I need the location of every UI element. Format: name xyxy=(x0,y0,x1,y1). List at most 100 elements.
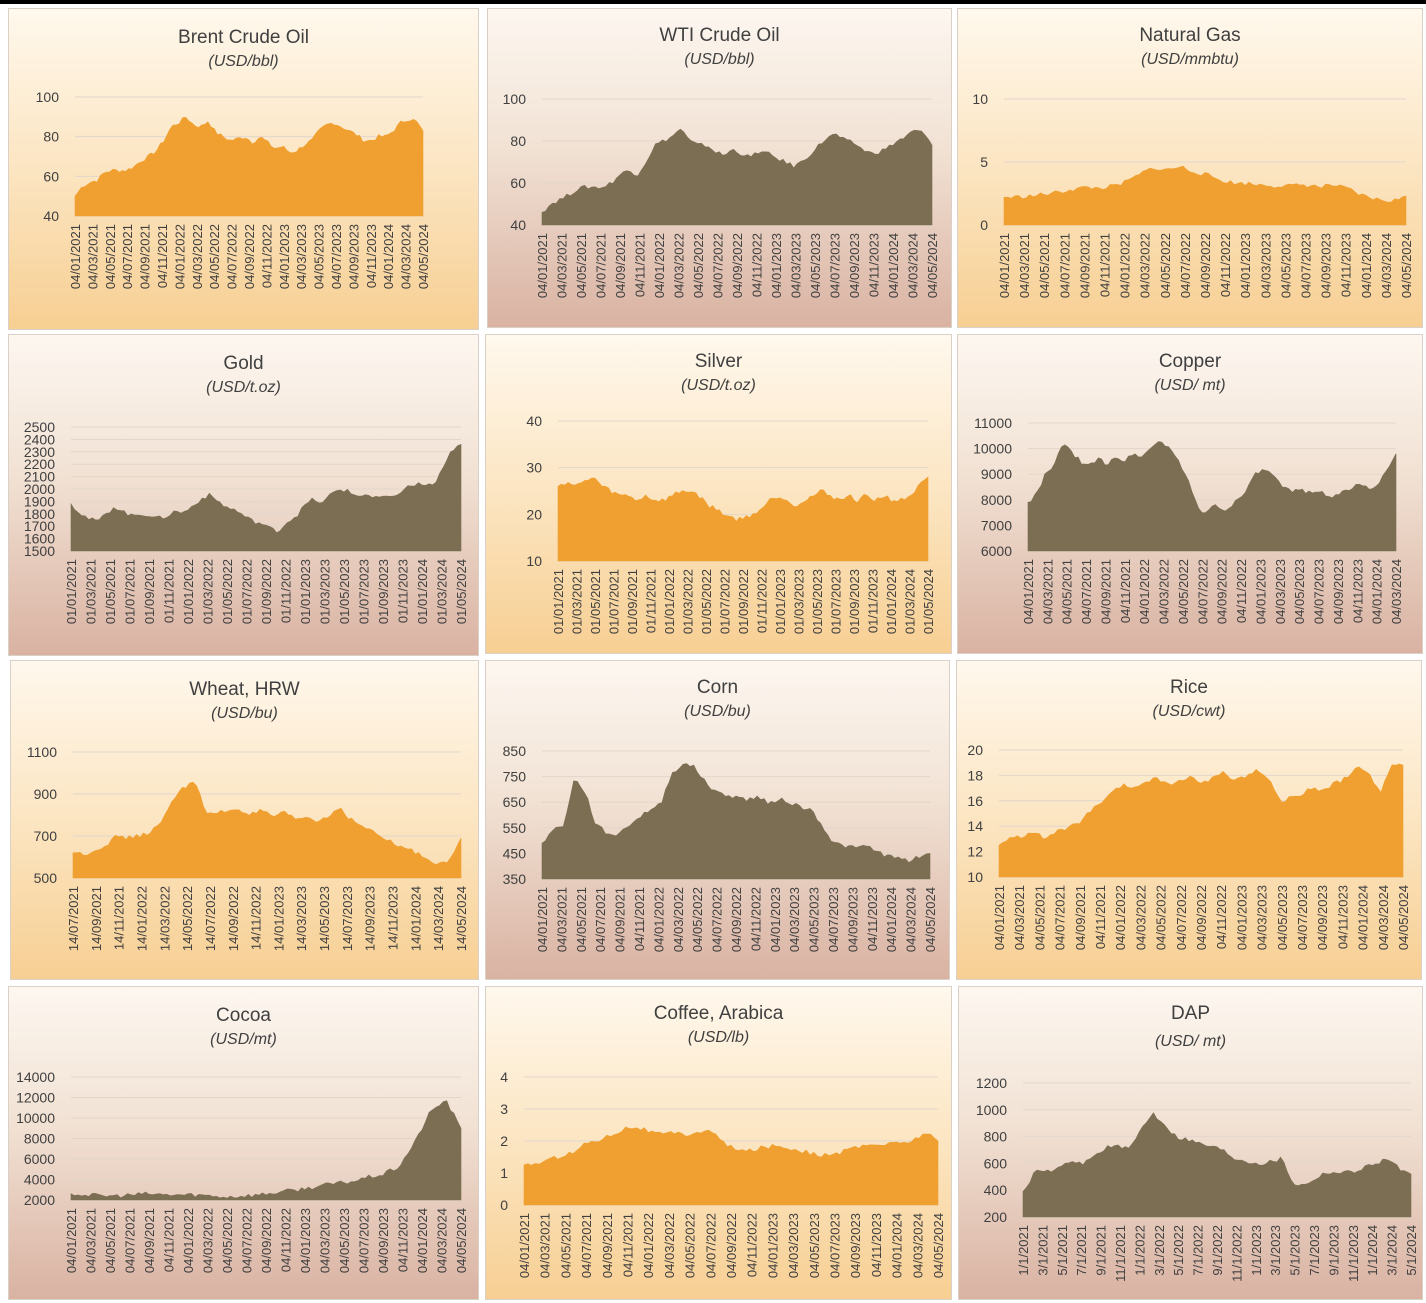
x-tick-label: 04/09/2021 xyxy=(1073,885,1088,950)
x-tick-label: 04/05/2021 xyxy=(1037,233,1052,298)
x-tick-label: 01/09/2023 xyxy=(847,569,862,634)
chart-title: Corn xyxy=(696,677,739,698)
chart-title: DAP xyxy=(1170,1003,1211,1024)
x-tick-label: 04/07/2022 xyxy=(711,233,726,298)
x-tick-label: 04/07/2022 xyxy=(710,887,725,952)
x-tick-label: 04/11/2022 xyxy=(1218,233,1233,297)
chart-title: Natural Gas xyxy=(1139,25,1241,46)
x-tick-label: 01/07/2021 xyxy=(123,559,138,624)
chart-svg-wti-crude-oil: 40 60 80 100 04/01/2021 04/03/2021 04/05/2021 0… xyxy=(503,91,940,298)
x-tick-label: 04/09/2022 xyxy=(729,887,744,952)
y-tick-label: 6000 xyxy=(981,543,1012,559)
x-tick-label: 04/03/2023 xyxy=(1258,233,1273,298)
x-tick-label: 04/05/2021 xyxy=(103,224,118,289)
x-tick-label: 01/11/2021 xyxy=(644,569,659,633)
y-tick-label: 2400 xyxy=(24,431,55,447)
x-tick-label: 04/05/2021 xyxy=(558,1213,573,1278)
y-tick-label: 850 xyxy=(503,743,527,759)
y-tick-label: 100 xyxy=(36,89,60,105)
x-tick-label: 04/11/2022 xyxy=(745,1213,760,1277)
x-tick-label: 04/05/2022 xyxy=(690,887,705,952)
x-tick-label: 01/01/2023 xyxy=(298,559,313,624)
x-tick-label: 01/01/2022 xyxy=(181,559,196,624)
x-tick-label: 04/11/2021 xyxy=(162,1208,177,1272)
x-tick-label: 04/09/2022 xyxy=(730,233,745,298)
chart-panel-silver: Silver (USD/t.oz) 10 20 30 40 01/01/2021 01/03/… xyxy=(485,334,952,654)
x-tick-label: 04/09/2022 xyxy=(259,1208,274,1273)
x-tick-label: 04/05/2023 xyxy=(808,233,823,298)
x-tick-label: 04/03/2021 xyxy=(1012,885,1027,950)
x-tick-label: 04/11/2021 xyxy=(1098,233,1113,297)
y-tick-label: 10000 xyxy=(16,1110,55,1126)
area-series-dap xyxy=(1022,1112,1412,1218)
x-tick-label: 14/11/2023 xyxy=(386,886,401,950)
chart-panel-corn: Corn (USD/bu) 350 450 550 650 750 850 04/01/2021… xyxy=(485,660,950,980)
x-tick-label: 01/09/2021 xyxy=(625,569,640,634)
x-tick-label: 04/09/2023 xyxy=(346,224,361,289)
y-tick-label: 1200 xyxy=(976,1075,1007,1091)
x-tick-label: 01/11/2023 xyxy=(866,569,881,633)
x-tick-label: 04/03/2024 xyxy=(904,887,919,952)
chart-svg-coffee-arabica: 0 1 2 3 4 04/01/2021 04/03/2021 04/05/2021 04/07… xyxy=(500,1069,946,1278)
x-tick-label: 04/09/2023 xyxy=(847,233,862,298)
x-tick-label: 04/11/2021 xyxy=(633,233,648,297)
chart-unit: (USD/cwt) xyxy=(1152,703,1226,720)
y-tick-label: 80 xyxy=(43,129,59,145)
area-series-cocoa xyxy=(70,1100,462,1201)
chart-panel-gold: Gold (USD/t.oz) 1500 1600 1700 1800 1900 2000 21… xyxy=(8,334,479,656)
x-tick-label: 04/03/2023 xyxy=(1273,559,1288,624)
x-tick-label: 01/01/2021 xyxy=(64,559,79,624)
x-tick-label: 14/01/2024 xyxy=(408,886,423,951)
y-tick-label: 0 xyxy=(980,217,988,233)
x-tick-label: 04/03/2023 xyxy=(786,1213,801,1278)
x-tick-label: 04/03/2021 xyxy=(1017,233,1032,298)
y-tick-label: 40 xyxy=(526,413,542,429)
y-tick-label: 14 xyxy=(967,818,983,834)
x-tick-label: 01/01/2022 xyxy=(662,569,677,634)
x-tick-label: 01/03/2021 xyxy=(570,569,585,634)
x-tick-label: 04/11/2023 xyxy=(364,224,379,288)
y-tick-label: 750 xyxy=(503,769,527,785)
x-tick-label: 04/03/2022 xyxy=(1138,233,1153,298)
x-tick-label: 04/07/2021 xyxy=(123,1208,138,1273)
x-tick-label: 01/05/2024 xyxy=(921,569,936,634)
x-tick-label: 04/05/2022 xyxy=(683,1213,698,1278)
y-tick-label: 60 xyxy=(43,168,59,184)
y-tick-label: 350 xyxy=(503,871,527,887)
x-tick-label: 04/03/2021 xyxy=(554,887,569,952)
chart-unit: (USD/bu) xyxy=(211,705,278,722)
x-tick-label: 04/03/2024 xyxy=(1379,233,1394,298)
y-tick-label: 400 xyxy=(984,1182,1008,1198)
x-tick-label: 04/07/2021 xyxy=(1057,233,1072,298)
x-tick-label: 04/03/2023 xyxy=(318,1208,333,1273)
x-tick-label: 04/03/2024 xyxy=(1376,885,1391,950)
x-tick-label: 04/05/2022 xyxy=(1176,559,1191,624)
x-tick-label: 04/01/2021 xyxy=(535,887,550,952)
chart-title: Cocoa xyxy=(216,1005,271,1026)
chart-unit: (USD/bu) xyxy=(684,703,751,720)
chart-title: Silver xyxy=(694,351,743,372)
y-tick-label: 2000 xyxy=(24,1192,55,1208)
x-tick-label: 04/05/2024 xyxy=(931,1213,946,1278)
x-tick-label: 04/01/2024 xyxy=(1359,233,1374,298)
chart-svg-gold: 1500160017001800190020002100220023002400… xyxy=(24,419,469,624)
x-tick-label: 04/01/2024 xyxy=(1370,559,1385,624)
x-tick-label: 04/11/2021 xyxy=(1093,885,1108,949)
x-tick-label: 04/01/2022 xyxy=(1118,233,1133,298)
x-tick-label: 04/03/2022 xyxy=(1133,885,1148,950)
x-tick-label: 04/05/2021 xyxy=(574,233,589,298)
x-tick-label: 04/03/2024 xyxy=(906,233,921,298)
x-tick-label: 14/07/2023 xyxy=(340,886,355,951)
y-tick-label: 1000 xyxy=(976,1102,1007,1118)
x-tick-label: 04/11/2022 xyxy=(1214,885,1229,949)
x-tick-label: 04/03/2022 xyxy=(190,224,205,289)
x-tick-label: 01/05/2024 xyxy=(454,559,469,624)
chart-unit: (USD/lb) xyxy=(687,1029,750,1046)
x-tick-label: 04/03/2024 xyxy=(435,1208,450,1273)
y-tick-label: 10 xyxy=(967,869,983,885)
y-tick-label: 60 xyxy=(510,175,526,191)
x-tick-label: 04/11/2023 xyxy=(867,233,882,297)
y-tick-label: 1600 xyxy=(24,531,55,547)
x-tick-label: 04/03/2021 xyxy=(555,233,570,298)
chart-unit: (USD/bbl) xyxy=(684,51,755,68)
